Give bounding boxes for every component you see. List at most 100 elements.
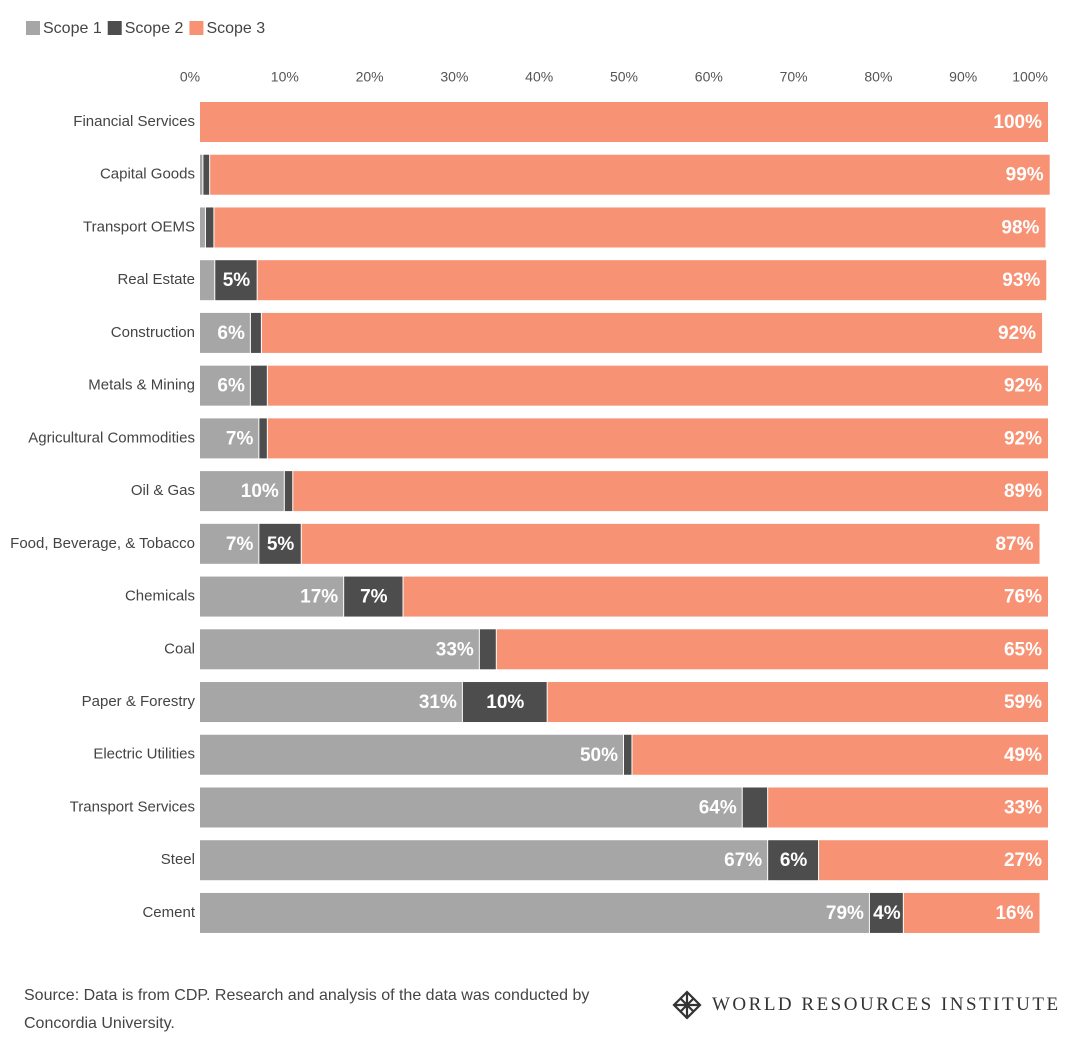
- category-label: Transport OEMS: [83, 218, 195, 235]
- bar-segment: [261, 312, 1043, 353]
- bar-segment: [624, 734, 632, 775]
- legend-label: Scope 2: [125, 20, 184, 37]
- value-label: 17%: [300, 587, 338, 608]
- category-label: Capital Goods: [100, 166, 195, 183]
- value-label: 93%: [1002, 270, 1040, 291]
- value-label: 4%: [873, 903, 901, 924]
- category-label: Coal: [164, 640, 195, 657]
- category-label: Financial Services: [73, 113, 195, 130]
- legend-swatch: [26, 21, 40, 35]
- bar-segment: [250, 365, 267, 406]
- legend-label: Scope 3: [206, 20, 265, 37]
- bar-segment: [200, 260, 215, 301]
- logo-text: WORLD RESOURCES INSTITUTE: [712, 994, 1061, 1015]
- bar-segment: [267, 418, 1049, 459]
- category-label: Metals & Mining: [88, 377, 195, 394]
- x-tick-label: 50%: [610, 69, 638, 85]
- bar-segment: [200, 734, 623, 775]
- bar-segment: [284, 471, 293, 512]
- bar-segment: [200, 682, 462, 723]
- bar-segment: [200, 312, 250, 353]
- x-tick-label: 40%: [525, 69, 553, 85]
- legend-swatch: [107, 21, 122, 35]
- bar-segment: [267, 365, 1049, 406]
- bar-segment: [200, 365, 250, 406]
- bar-segment: [496, 629, 1048, 670]
- value-label: 33%: [1004, 798, 1042, 819]
- value-label: 10%: [241, 481, 279, 502]
- bar-segment: [462, 682, 547, 723]
- legend-swatch: [189, 21, 204, 35]
- value-label: 65%: [1004, 639, 1042, 660]
- bar-segment: [259, 418, 267, 459]
- bar-segment: [214, 207, 1046, 248]
- bar-segment: [200, 207, 205, 248]
- category-label: Real Estate: [117, 271, 195, 288]
- bar-segment: [293, 471, 1048, 512]
- bar-segment: [203, 154, 210, 195]
- value-label: 98%: [1001, 217, 1039, 238]
- value-label: 100%: [993, 112, 1042, 133]
- bar-segment: [547, 682, 1048, 723]
- value-label: 5%: [223, 270, 251, 291]
- value-label: 92%: [998, 323, 1036, 344]
- value-label: 33%: [436, 639, 474, 660]
- category-label: Cement: [142, 904, 195, 921]
- x-tick-label: 80%: [864, 69, 892, 85]
- category-label: Chemicals: [125, 588, 195, 605]
- category-label: Paper & Forestry: [82, 693, 196, 710]
- bar-segment: [259, 523, 301, 564]
- value-label: 87%: [995, 534, 1033, 555]
- bar-segment: [257, 260, 1047, 301]
- bar-segment: [768, 787, 1048, 828]
- value-label: 99%: [1006, 165, 1044, 186]
- value-label: 50%: [580, 745, 618, 766]
- bar-segment: [200, 471, 284, 512]
- value-label: 10%: [486, 692, 524, 713]
- x-tick-label: 70%: [780, 69, 808, 85]
- bar-segment: [200, 576, 344, 617]
- value-label: 16%: [995, 903, 1033, 924]
- value-label: 89%: [1004, 481, 1042, 502]
- category-label: Construction: [111, 324, 195, 341]
- value-label: 6%: [780, 850, 808, 871]
- bar-segment: [632, 734, 1048, 775]
- bar-segment: [200, 154, 203, 195]
- bar-segment: [403, 576, 1048, 617]
- logo-icon: [672, 990, 702, 1020]
- value-label: 64%: [699, 798, 737, 819]
- bar-segment: [869, 892, 903, 933]
- value-label: 92%: [1004, 376, 1042, 397]
- category-label: Electric Utilities: [93, 746, 195, 763]
- value-label: 67%: [724, 850, 762, 871]
- value-label: 27%: [1004, 850, 1042, 871]
- x-tick-label: 20%: [356, 69, 384, 85]
- bar-segment: [200, 523, 259, 564]
- legend-label: Scope 1: [43, 20, 102, 37]
- bar-segment: [200, 629, 479, 670]
- bar-segment: [205, 207, 214, 248]
- chart: Scope 1 Scope 2 Scope 3 0% 10% 20% 30% 40% 50% 60…: [10, 20, 1050, 933]
- bar-segment: [200, 840, 768, 881]
- bar-segment: [819, 840, 1048, 881]
- x-tick-label: 30%: [440, 69, 468, 85]
- category-label: Oil & Gas: [131, 482, 195, 499]
- value-label: 31%: [419, 692, 457, 713]
- bar-segment: [200, 418, 259, 459]
- bar-segment: [301, 523, 1040, 564]
- logo: WORLD RESOURCES INSTITUTE: [672, 990, 1061, 1020]
- bar-segment: [200, 102, 1048, 142]
- bar-segment: [200, 787, 742, 828]
- value-label: 6%: [217, 323, 245, 344]
- value-label: 76%: [1004, 587, 1042, 608]
- bar-segment: [200, 892, 869, 933]
- bar-segment: [903, 892, 1040, 933]
- value-label: 5%: [267, 534, 295, 555]
- value-label: 59%: [1004, 692, 1042, 713]
- category-label: Agricultural Commodities: [28, 429, 195, 446]
- value-label: 79%: [826, 903, 864, 924]
- category-label: Food, Beverage, & Tobacco: [10, 535, 195, 552]
- bar-segment: [344, 576, 403, 617]
- x-tick-label: 100%: [1012, 69, 1048, 85]
- value-label: 7%: [360, 587, 388, 608]
